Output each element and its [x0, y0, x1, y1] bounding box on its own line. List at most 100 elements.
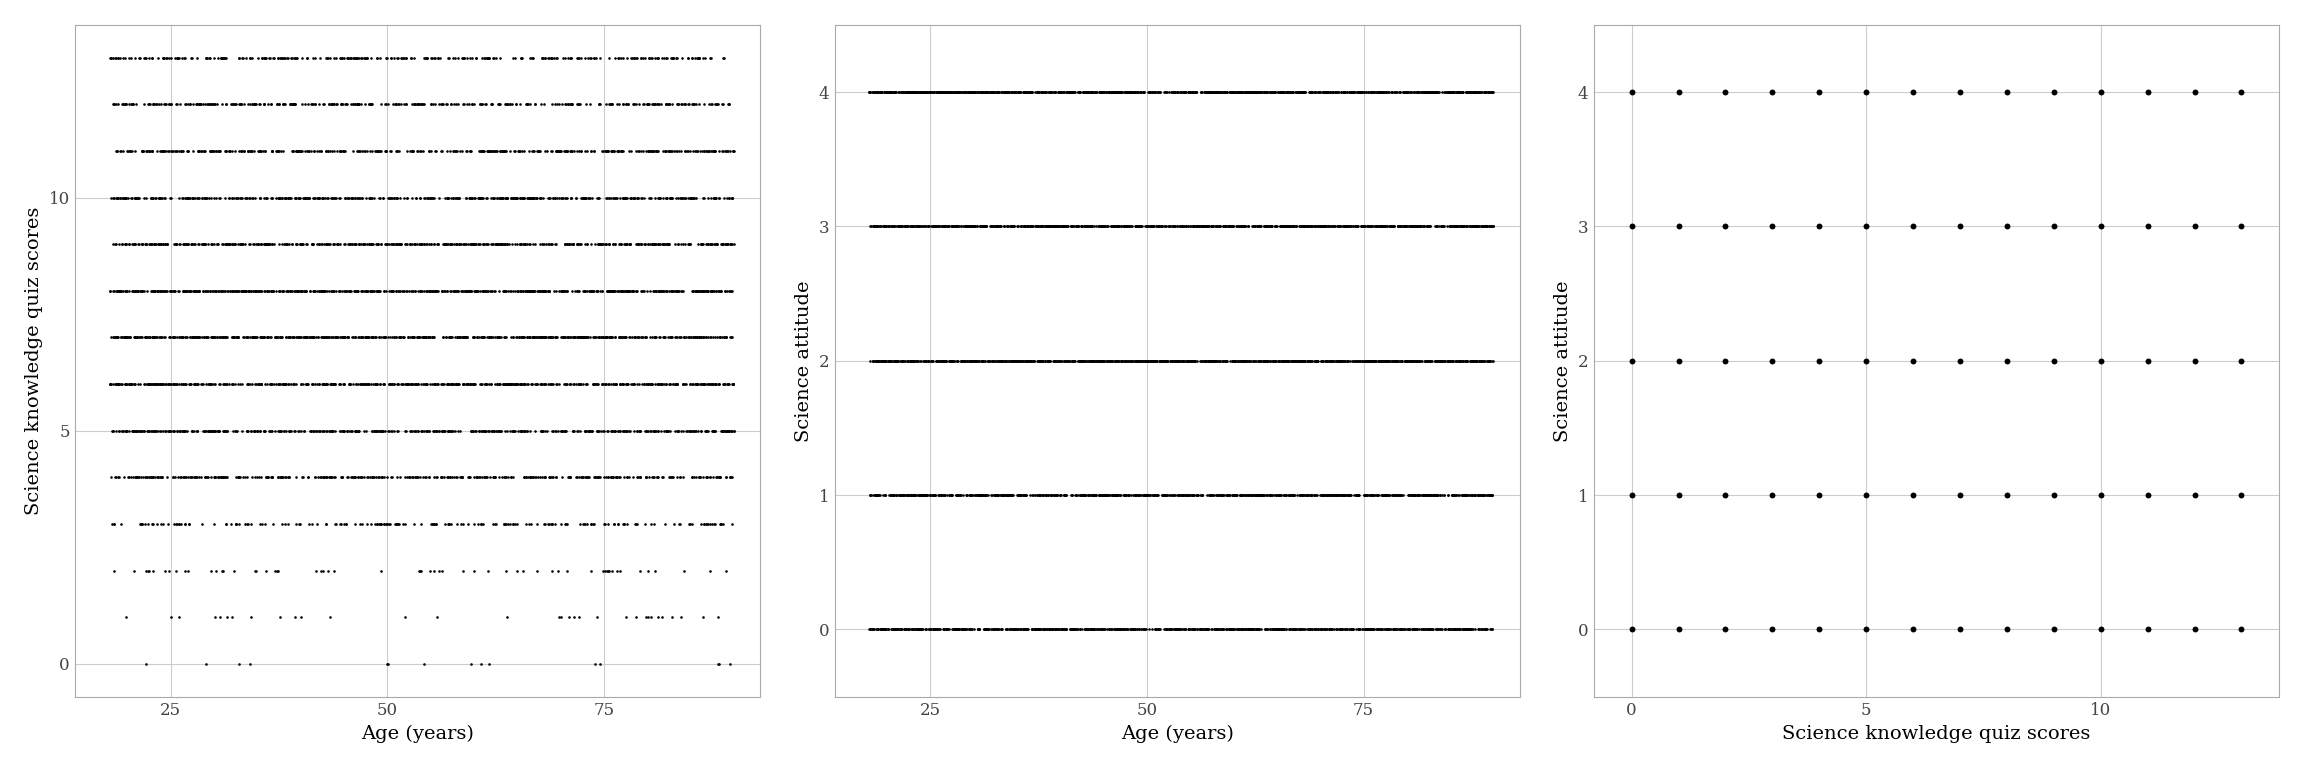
Point — [362, 425, 399, 437]
Point — [1046, 86, 1083, 98]
Point — [677, 285, 714, 297]
Point — [1203, 86, 1240, 98]
Point — [576, 518, 613, 530]
Point — [912, 489, 949, 502]
Point — [670, 331, 707, 343]
Point — [449, 378, 486, 390]
Point — [525, 238, 562, 250]
Point — [975, 489, 1011, 502]
Point — [1431, 624, 1468, 636]
Point — [896, 86, 933, 98]
Point — [564, 331, 601, 343]
Point — [334, 238, 371, 250]
Point — [876, 220, 912, 233]
Point — [968, 86, 1005, 98]
Point — [511, 331, 548, 343]
Point — [468, 51, 505, 64]
Point — [341, 238, 378, 250]
Point — [173, 378, 210, 390]
Point — [438, 238, 475, 250]
Point — [889, 489, 926, 502]
Point — [1193, 86, 1230, 98]
Point — [560, 472, 597, 484]
Point — [636, 98, 673, 111]
Point — [134, 331, 170, 343]
Point — [523, 331, 560, 343]
Point — [712, 285, 749, 297]
Point — [700, 378, 737, 390]
Point — [440, 378, 477, 390]
Point — [187, 285, 223, 297]
Point — [965, 355, 1002, 367]
Point — [654, 98, 691, 111]
Point — [929, 220, 965, 233]
Point — [1041, 355, 1078, 367]
Point — [1233, 489, 1270, 502]
Point — [1265, 624, 1302, 636]
Point — [694, 145, 730, 157]
Point — [1212, 624, 1249, 636]
Point — [859, 489, 896, 502]
Point — [1403, 624, 1440, 636]
Point — [1445, 624, 1481, 636]
Point — [1228, 86, 1265, 98]
Point — [1219, 624, 1256, 636]
Point — [1327, 355, 1364, 367]
Point — [426, 518, 463, 530]
Point — [235, 331, 272, 343]
Point — [1083, 489, 1120, 502]
Point — [1249, 355, 1286, 367]
Point — [532, 331, 569, 343]
Point — [882, 489, 919, 502]
Point — [1000, 86, 1037, 98]
Point — [1461, 355, 1498, 367]
Point — [1431, 86, 1468, 98]
Point — [1352, 86, 1389, 98]
Point — [597, 331, 634, 343]
Point — [1249, 86, 1286, 98]
Point — [871, 86, 908, 98]
Point — [180, 145, 217, 157]
Point — [899, 624, 935, 636]
Point — [97, 378, 134, 390]
Point — [387, 51, 424, 64]
Point — [1613, 86, 1650, 98]
Point — [1134, 355, 1170, 367]
Point — [535, 331, 571, 343]
Point — [539, 145, 576, 157]
Point — [115, 98, 152, 111]
Point — [159, 472, 196, 484]
Point — [537, 285, 574, 297]
Point — [115, 564, 152, 577]
Point — [532, 331, 569, 343]
Point — [410, 425, 447, 437]
Point — [638, 285, 675, 297]
Point — [1470, 355, 1507, 367]
Point — [1237, 355, 1274, 367]
Point — [1117, 355, 1154, 367]
Point — [555, 238, 592, 250]
Point — [1343, 220, 1380, 233]
Point — [1099, 86, 1136, 98]
Point — [129, 98, 166, 111]
Point — [903, 624, 940, 636]
Point — [378, 98, 415, 111]
Point — [1005, 624, 1041, 636]
Point — [274, 145, 311, 157]
Point — [707, 238, 744, 250]
Point — [396, 425, 433, 437]
Point — [1046, 624, 1083, 636]
Point — [396, 331, 433, 343]
Point — [182, 98, 219, 111]
Point — [578, 285, 615, 297]
Point — [659, 472, 696, 484]
Point — [249, 238, 286, 250]
Point — [145, 238, 182, 250]
Point — [401, 191, 438, 204]
Point — [689, 145, 726, 157]
Point — [539, 145, 576, 157]
Point — [643, 51, 680, 64]
Point — [274, 145, 311, 157]
Point — [1136, 220, 1173, 233]
Point — [1309, 220, 1346, 233]
